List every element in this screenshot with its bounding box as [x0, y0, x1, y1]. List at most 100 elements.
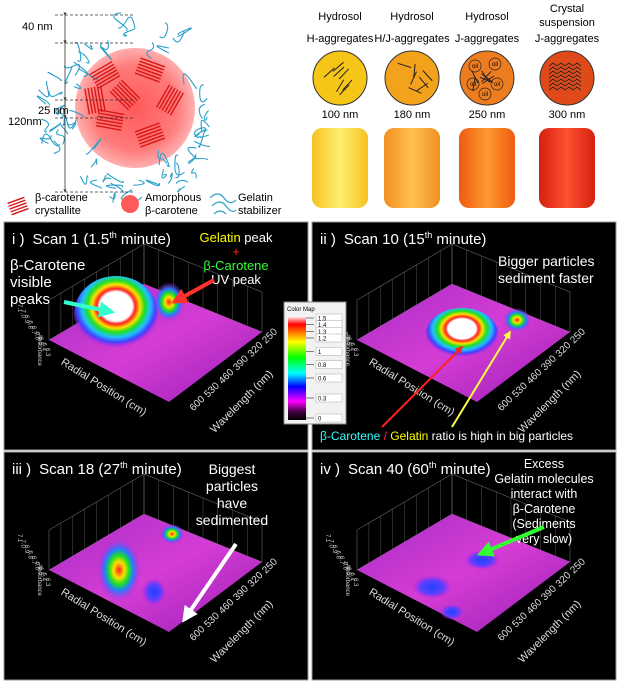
- annotation-segment: Bigger particles: [498, 253, 595, 269]
- sample-rod: [422, 70, 433, 82]
- crystallite-stripe: [95, 72, 120, 87]
- sample-zigzag: [548, 74, 582, 79]
- radial-tick: 6.5: [345, 567, 351, 576]
- radial-tick: 6.7: [338, 556, 344, 565]
- radial-tick: 6.3: [352, 348, 358, 357]
- gelatin-strand: [172, 30, 185, 43]
- gelatin-strand: [105, 184, 124, 189]
- scan-panel: 7.17.06.96.86.76.66.56.46.3AbsorbanceRad…: [311, 451, 617, 681]
- sample-zigzag: [548, 86, 582, 91]
- crystallite-stripe: [135, 125, 161, 136]
- gelatin-strand: [69, 109, 85, 118]
- gelatin-strand: [73, 61, 89, 77]
- annotation-segment: Biggest: [209, 461, 256, 477]
- gelatin-strand: [90, 158, 98, 168]
- radial-tick: 6.5: [345, 337, 351, 346]
- color-map-bar: [288, 316, 306, 420]
- crystallite: [134, 122, 166, 148]
- radial-tick: 6.4: [41, 573, 47, 582]
- gelatin-strand: [182, 73, 197, 90]
- sample-size: 250 nm: [469, 109, 506, 121]
- legend-label: β-carotene: [145, 205, 198, 217]
- annotation: β-Carotene visible peaks: [10, 257, 85, 308]
- gelatin-strand: [38, 80, 50, 98]
- sample-size: 300 nm: [549, 109, 586, 121]
- crystallite-stripe: [164, 89, 179, 113]
- gelatin-strand: [187, 146, 197, 159]
- surface-peak: [440, 604, 464, 620]
- color-map-field: [315, 393, 343, 403]
- annotation-line: have: [217, 495, 248, 511]
- crystallite-stripe: [114, 86, 134, 106]
- annotation-line: Bigger particles: [498, 253, 595, 269]
- crystallite-stripe: [140, 137, 166, 148]
- annotation: Excess Gelatin molecules interact with β-Ca…: [494, 457, 593, 546]
- surface-floor: [49, 514, 262, 632]
- legend-stripe: [9, 202, 27, 210]
- panel-number: iii ): [12, 461, 31, 478]
- scan-panel: 7.17.06.96.86.76.66.56.46.3AbsorbanceRad…: [311, 221, 617, 451]
- gelatin-strand: [47, 71, 62, 82]
- gelatin-strand: [146, 42, 155, 59]
- sample-rod: [332, 61, 344, 72]
- legend-stripe: [8, 199, 26, 207]
- gelatin-strand: [41, 118, 50, 133]
- surface-peak: [503, 308, 531, 332]
- annotation-line: Gelatin peak: [199, 230, 273, 245]
- surface-floor: [357, 514, 570, 632]
- sample-aggregate: H/J-aggregates: [374, 33, 450, 45]
- annotation-line: β-Carotene: [513, 502, 576, 516]
- radial-tick: 7.0: [20, 540, 26, 549]
- radial-tick: 6.5: [37, 337, 43, 346]
- panel-title-sup: th: [429, 460, 437, 470]
- radial-tick: 6.9: [331, 545, 337, 554]
- crystallite-stripe: [134, 72, 160, 83]
- panel-title-text: minute): [432, 231, 486, 248]
- sample-rod: [342, 79, 353, 91]
- oil-droplet: [478, 87, 492, 101]
- surface-peak: [74, 276, 158, 352]
- gelatin-strand: [113, 12, 128, 32]
- gelatin-strand: [53, 140, 61, 154]
- gelatin-strand: [193, 127, 206, 139]
- annotation-line: β-Carotene / Gelatin ratio is high in bi…: [320, 429, 573, 443]
- gelatin-strand: [177, 27, 192, 38]
- sample-particle: [384, 50, 440, 106]
- gelatin-strand: [73, 83, 82, 89]
- annotation-arrow: [63, 300, 116, 318]
- crystallite-stripe: [87, 87, 94, 114]
- gelatin-strand: [55, 129, 65, 145]
- gelatin-strand: [64, 66, 73, 85]
- color-map-field: [315, 333, 343, 343]
- annotation-segment: have: [217, 495, 248, 511]
- sample-vial: [539, 128, 595, 208]
- radial-tick: 7.1: [324, 534, 330, 543]
- annotation-segment: very slow): [516, 532, 572, 546]
- sample-rod: [339, 84, 350, 96]
- gelatin-strand: [200, 119, 210, 133]
- sample-aggregate: J-aggregates: [535, 33, 600, 45]
- dimension-label: 120nm: [8, 116, 42, 128]
- annotation-line: UV peak: [211, 272, 261, 287]
- panel-title-sup: th: [120, 460, 128, 470]
- annotation-segment: (Sediments: [512, 517, 575, 531]
- color-map-level: 0.8: [318, 363, 327, 369]
- surface-peak: [412, 575, 452, 599]
- crystallite: [89, 60, 121, 90]
- legend-crystallite-icon: [7, 196, 29, 216]
- legend-stripe: [10, 205, 28, 213]
- radial-tick: 6.9: [23, 315, 29, 324]
- sample-rod: [336, 79, 345, 92]
- sample-particle: [539, 50, 595, 106]
- sample-type: suspension: [539, 17, 595, 29]
- crystallite-stripe: [97, 112, 124, 119]
- side-wall: [143, 473, 263, 563]
- gelatin-strand: [78, 50, 90, 64]
- annotation-line: sediment faster: [498, 270, 594, 286]
- gelatin-strand: [158, 152, 170, 168]
- radial-tick: 7.0: [20, 310, 26, 319]
- legend-label: stabilizer: [238, 205, 282, 217]
- sample-rod: [410, 71, 417, 85]
- gelatin-strand: [63, 63, 81, 76]
